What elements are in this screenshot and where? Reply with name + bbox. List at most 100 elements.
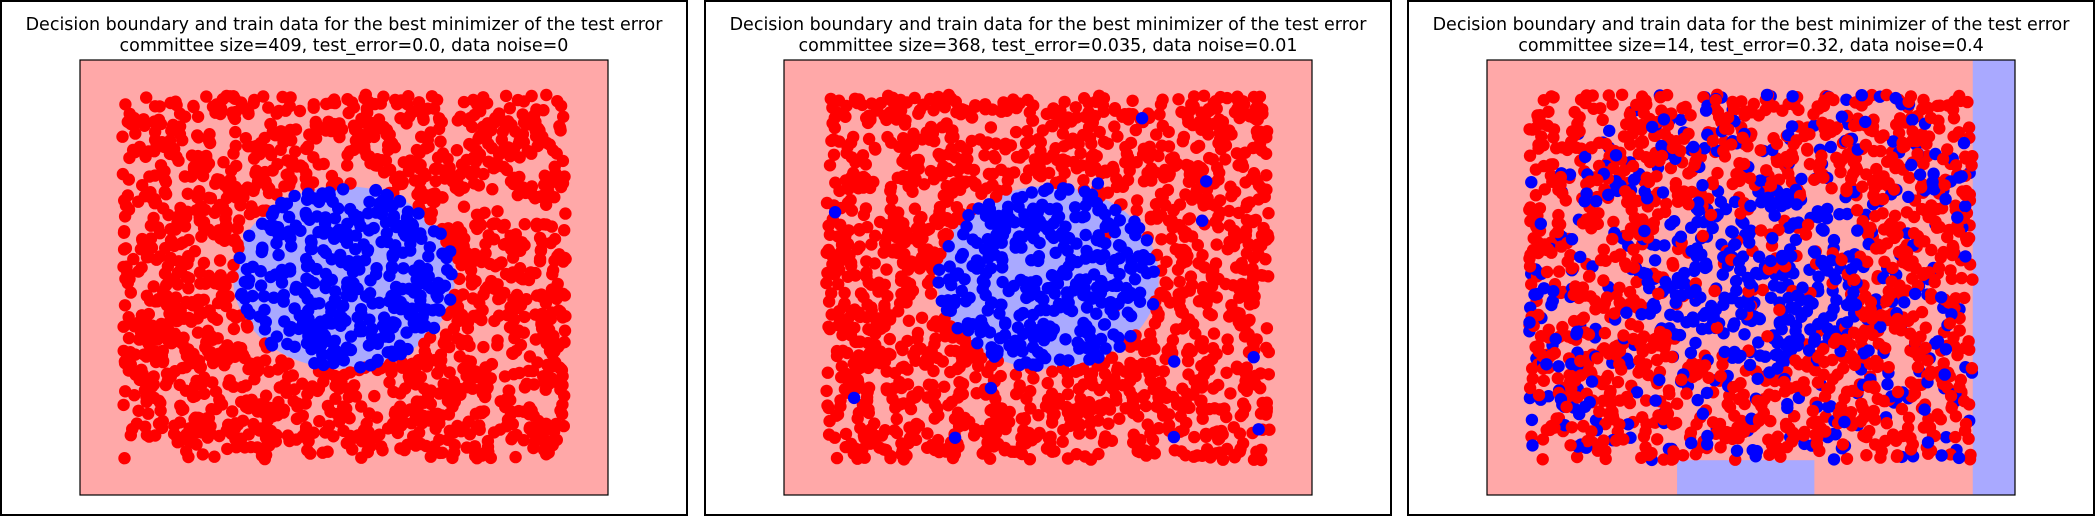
data-point-class-0: [1235, 262, 1248, 275]
data-point-class-0: [293, 104, 307, 118]
data-point-class-0: [1552, 265, 1566, 278]
data-point-class-0: [1547, 91, 1560, 104]
data-point-class-0: [1262, 368, 1275, 381]
data-point-class-0: [461, 115, 474, 128]
data-point-class-0: [1196, 412, 1209, 425]
data-point-class-1: [984, 381, 998, 395]
data-point-class-0: [823, 228, 837, 241]
data-point-class-0: [910, 417, 923, 431]
data-point-class-0: [465, 364, 479, 377]
data-point-class-0: [823, 414, 836, 428]
data-point-class-0: [1046, 410, 1060, 423]
data-point-class-0: [1174, 410, 1187, 423]
data-point-class-0: [259, 448, 273, 462]
data-point-class-1: [1087, 348, 1100, 362]
data-point-class-1: [961, 317, 975, 330]
data-point-class-0: [924, 164, 937, 178]
data-point-class-0: [343, 145, 357, 158]
data-point-class-0: [1800, 360, 1814, 373]
data-point-class-0: [884, 203, 897, 216]
data-point-class-1: [1830, 293, 1843, 307]
data-point-class-0: [1593, 438, 1606, 451]
data-point-class-0: [181, 205, 194, 218]
data-point-class-0: [1180, 387, 1194, 400]
data-point-class-0: [168, 239, 181, 253]
data-point-class-0: [504, 175, 518, 188]
data-point-class-1: [1106, 279, 1119, 292]
data-point-class-0: [226, 270, 239, 283]
data-point-class-0: [506, 405, 519, 419]
data-point-class-0: [1061, 388, 1075, 401]
data-point-class-0: [1041, 376, 1054, 390]
title-line-2: committee size=409, test_error=0.0, data…: [119, 36, 569, 56]
data-point-class-0: [1044, 430, 1057, 443]
data-point-class-0: [191, 312, 204, 325]
data-point-class-0: [221, 339, 234, 352]
data-point-class-0: [1146, 433, 1160, 447]
data-point-class-0: [244, 357, 257, 370]
axes-frame: [79, 59, 609, 496]
data-point-class-0: [491, 205, 504, 218]
data-point-class-0: [839, 228, 852, 241]
data-point-class-0: [498, 141, 511, 155]
data-point-class-0: [468, 440, 482, 453]
data-point-class-1: [971, 337, 984, 350]
data-point-class-0: [185, 149, 199, 162]
data-point-class-0: [1169, 323, 1183, 336]
data-point-class-1: [324, 335, 337, 348]
data-point-class-0: [306, 176, 320, 189]
data-point-class-1: [1691, 215, 1704, 229]
data-point-class-1: [412, 207, 425, 220]
data-point-class-0: [1175, 105, 1188, 119]
data-point-class-0: [834, 218, 847, 231]
data-point-class-1: [235, 287, 248, 301]
data-point-class-0: [904, 402, 918, 416]
data-point-class-1: [1108, 253, 1122, 267]
data-point-class-1: [363, 287, 377, 300]
data-point-class-0: [496, 125, 510, 138]
data-point-class-0: [444, 168, 457, 181]
data-point-class-1: [303, 258, 316, 271]
data-point-class-0: [860, 266, 873, 279]
data-point-class-0: [940, 190, 953, 203]
data-point-class-0: [1126, 94, 1139, 108]
data-point-class-0: [878, 355, 892, 368]
data-point-class-0: [450, 144, 464, 157]
data-point-class-0: [1788, 410, 1801, 423]
data-point-class-0: [1801, 218, 1815, 231]
data-point-class-1: [1627, 173, 1641, 186]
data-point-class-0: [1116, 110, 1129, 123]
data-point-class-1: [1829, 272, 1842, 286]
data-point-class-0: [517, 434, 530, 447]
data-point-class-0: [1193, 373, 1207, 387]
data-point-class-0: [1182, 368, 1195, 381]
data-point-class-0: [1591, 352, 1604, 365]
data-point-class-0: [193, 185, 206, 198]
data-point-class-0: [918, 358, 932, 371]
data-point-class-1: [296, 316, 310, 329]
data-point-class-0: [530, 217, 543, 230]
data-point-class-0: [978, 149, 991, 162]
data-point-class-1: [1664, 308, 1677, 321]
data-point-class-0: [1902, 411, 1916, 424]
data-point-class-1: [847, 391, 861, 405]
data-point-class-1: [276, 201, 290, 214]
data-point-class-0: [877, 246, 890, 259]
data-point-class-0: [1166, 390, 1180, 404]
data-point-class-1: [1669, 296, 1682, 309]
data-point-class-0: [394, 400, 407, 413]
data-point-class-0: [1556, 320, 1569, 334]
data-point-class-0: [1187, 90, 1201, 103]
data-point-class-0: [1121, 173, 1135, 187]
data-point-class-0: [1867, 404, 1880, 418]
data-point-class-0: [1763, 448, 1776, 461]
data-point-class-0: [451, 114, 464, 127]
data-point-class-0: [861, 220, 874, 234]
data-point-class-1: [1082, 193, 1095, 206]
data-point-class-0: [306, 128, 320, 141]
data-point-class-0: [1834, 165, 1847, 179]
data-point-class-0: [1197, 89, 1211, 103]
data-point-class-0: [841, 140, 854, 154]
data-point-class-0: [284, 91, 297, 104]
data-point-class-1: [1825, 309, 1838, 322]
